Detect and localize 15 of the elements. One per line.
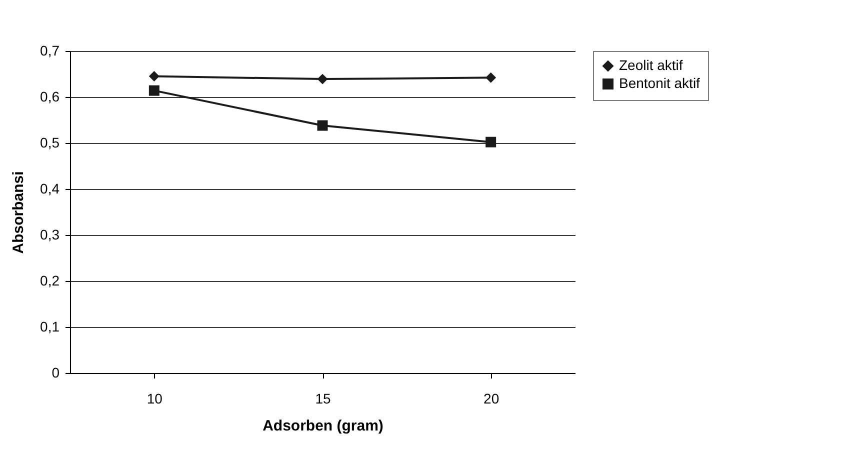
y-axis-title: Absorbansi [10, 171, 28, 254]
x-tick-label: 10 [146, 390, 163, 406]
x-tick-label: 15 [315, 390, 331, 406]
x-axis-title: Adsorben (gram) [262, 418, 384, 434]
x-tick-label: 20 [484, 390, 500, 406]
y-tick-label: 0,5 [40, 134, 60, 150]
y-tick-label: 0 [52, 364, 60, 380]
y-tick-label: 0,3 [40, 226, 60, 242]
y-tick-label: 0,1 [40, 318, 60, 334]
y-tick-label: 0,7 [40, 42, 60, 58]
legend-label: Zeolit aktif [619, 57, 683, 73]
legend-label: Bentonit aktif [619, 75, 700, 91]
y-tick-label: 0,6 [40, 88, 60, 104]
y-tick-label: 0,4 [40, 180, 60, 196]
y-tick-label: 0,2 [40, 272, 60, 288]
